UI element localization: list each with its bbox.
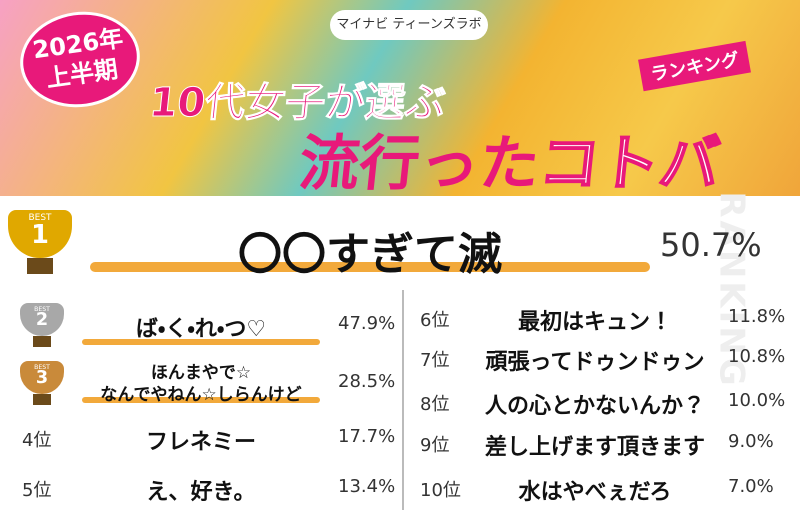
percent: 13.4% bbox=[338, 476, 396, 497]
word: 頑張ってドゥンドゥン bbox=[485, 350, 705, 375]
underline bbox=[82, 339, 320, 345]
word: 差し上げます頂きます bbox=[484, 435, 705, 460]
trophy-best: BEST bbox=[34, 306, 50, 313]
divider bbox=[402, 290, 404, 510]
percent: 7.0% bbox=[728, 476, 774, 497]
percent: 47.9% bbox=[338, 313, 396, 334]
percent: 17.7% bbox=[338, 426, 396, 447]
trophy-base bbox=[33, 336, 51, 347]
rank: 5位 bbox=[22, 480, 52, 501]
title-part: 流行った bbox=[295, 129, 544, 199]
percent: 10.8% bbox=[728, 346, 786, 367]
rank: 8位 bbox=[420, 394, 450, 415]
word: フレネミー bbox=[145, 430, 256, 455]
trophy-best: BEST bbox=[34, 364, 50, 371]
ranking-badge: ランキング bbox=[638, 40, 752, 92]
percent: 10.0% bbox=[728, 390, 786, 411]
trophy-number: 2 bbox=[35, 309, 49, 330]
title-part: コトバ bbox=[535, 128, 724, 200]
word: 〇〇すぎて滅 bbox=[238, 229, 502, 280]
percent: 11.8% bbox=[728, 306, 786, 327]
underline bbox=[82, 397, 320, 403]
rank: 7位 bbox=[420, 350, 450, 371]
header: マイナビ ティーンズラボ 2026年 上半期 10代女子が選ぶ 流行ったコトバ ラ… bbox=[0, 0, 800, 200]
word: ほんまやで☆ bbox=[150, 363, 252, 383]
trophy-number: 3 bbox=[35, 367, 49, 388]
percent: 9.0% bbox=[728, 431, 774, 452]
word: 最初はキュン！ bbox=[517, 310, 672, 335]
rank: 6位 bbox=[420, 310, 450, 331]
percent: 28.5% bbox=[338, 371, 396, 392]
title-line2: 流行ったコトバ bbox=[295, 115, 724, 202]
word: え、好き。 bbox=[146, 480, 256, 505]
period: 2026年 上半期 bbox=[13, 4, 147, 115]
underline bbox=[90, 262, 650, 272]
rank: 9位 bbox=[420, 435, 450, 456]
word: 水はやべぇだろ bbox=[518, 480, 672, 505]
percent: 50.7% bbox=[660, 226, 762, 264]
rank: 10位 bbox=[420, 480, 461, 501]
trophy-base bbox=[33, 394, 51, 405]
trophy-best: BEST bbox=[28, 213, 52, 223]
rank: 4位 bbox=[22, 430, 52, 451]
word: 人の心とかないんか？ bbox=[484, 394, 705, 419]
trophy-number: 1 bbox=[31, 219, 49, 250]
brand: マイナビ ティーンズラボ bbox=[330, 10, 488, 40]
trophy-base bbox=[27, 258, 53, 274]
word: なんでやねん☆しらんけど bbox=[100, 385, 302, 405]
word: ば・く・れ・つ♡ bbox=[135, 317, 267, 342]
